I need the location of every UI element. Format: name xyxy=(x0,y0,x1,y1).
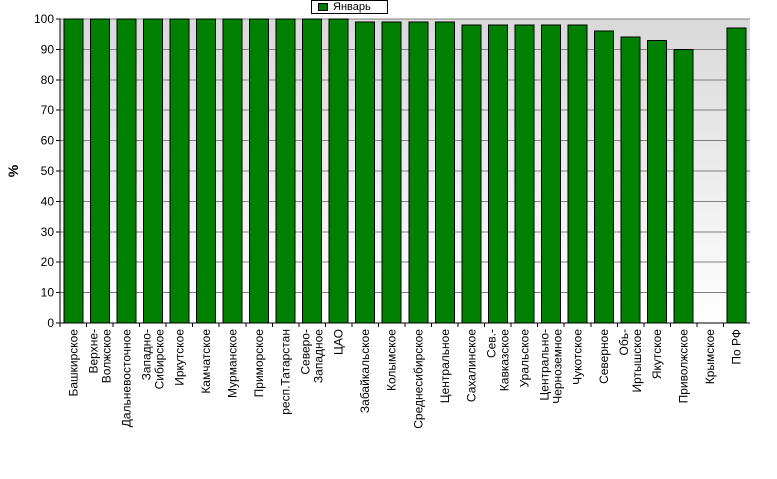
y-tick-label: 30 xyxy=(41,225,55,239)
x-tick-label: Черноземное xyxy=(550,329,564,404)
x-tick-label: Крымское xyxy=(703,329,717,385)
x-tick-label: Северо- xyxy=(299,329,313,375)
bar xyxy=(461,24,482,324)
bar xyxy=(275,18,296,324)
legend-swatch xyxy=(318,3,328,11)
x-tick-label: ЦАО xyxy=(332,329,346,355)
legend-label: Январь xyxy=(333,1,371,13)
x-tick-label: Забайкальское xyxy=(358,329,372,413)
x-tick-label: Сев.- xyxy=(484,329,498,358)
x-tick-label: Северное xyxy=(597,329,611,384)
x-tick-label: Сибирское xyxy=(152,329,166,390)
x-tick-label: респ.Татарстан xyxy=(279,329,293,415)
x-tick-label: Приволжское xyxy=(677,329,691,404)
bar xyxy=(567,24,588,324)
y-tick-label: 10 xyxy=(41,286,55,300)
x-tick-label: Якутское xyxy=(650,329,664,379)
bar xyxy=(142,18,163,324)
bar xyxy=(116,18,137,324)
axes xyxy=(56,18,750,327)
y-tick-label: 100 xyxy=(34,12,54,26)
x-tick-label: Волжское xyxy=(99,329,113,384)
bar xyxy=(647,39,668,324)
bar xyxy=(408,21,429,324)
bar xyxy=(63,18,84,324)
x-tick-label: Кавказское xyxy=(497,329,511,392)
x-tick-label: Уральское xyxy=(517,329,531,388)
x-tick-label: Дальневосточное xyxy=(119,329,133,428)
bar xyxy=(673,48,694,324)
bar xyxy=(222,18,243,324)
y-tick-label: 60 xyxy=(41,134,55,148)
bar xyxy=(249,18,270,324)
bar xyxy=(726,27,747,324)
bar xyxy=(381,21,402,324)
bar xyxy=(620,36,641,324)
x-tick-label: Камчатское xyxy=(199,329,213,394)
x-tick-label: Среднесибирское xyxy=(411,329,425,429)
x-tick-label: Обь- xyxy=(617,329,631,355)
x-tick-label: Иртышское xyxy=(630,329,644,393)
bars xyxy=(63,18,747,324)
bar xyxy=(302,18,323,324)
bar xyxy=(195,18,216,324)
bar xyxy=(487,24,508,324)
y-tick-label: 50 xyxy=(41,164,55,178)
x-tick-label: Чукотское xyxy=(571,329,585,385)
y-tick-label: 0 xyxy=(47,316,54,330)
y-tick-label: 70 xyxy=(41,103,55,117)
bar xyxy=(514,24,535,324)
bar xyxy=(89,18,110,324)
x-tick-label: Колымское xyxy=(385,329,399,391)
x-tick-label: Верхне- xyxy=(86,329,100,374)
x-tick-label: Башкирское xyxy=(66,329,80,397)
y-axis-label: % xyxy=(5,164,21,177)
y-tick-label: 80 xyxy=(41,73,55,87)
legend: Январь xyxy=(311,0,388,14)
x-tick-label: Сахалинское xyxy=(464,329,478,402)
x-tick-label: По РФ xyxy=(730,329,744,365)
bar xyxy=(169,18,190,324)
y-tick-label: 90 xyxy=(41,42,55,56)
bar xyxy=(594,30,615,324)
y-tick-labels: 0 10 20 30 40 50 60 70 80 90 100 xyxy=(34,12,54,330)
y-tick-label: 20 xyxy=(41,255,55,269)
x-tick-label: Приморское xyxy=(252,329,266,398)
x-tick-label: Центральное xyxy=(438,329,452,404)
x-tick-label: Иркутское xyxy=(172,329,186,386)
bar xyxy=(328,18,349,324)
x-tick-label: Центрально- xyxy=(537,329,551,401)
bar xyxy=(540,24,561,324)
bar xyxy=(355,21,376,324)
x-tick-label: Западно- xyxy=(139,329,153,380)
y-tick-label: 40 xyxy=(41,194,55,208)
x-tick-labels: Башкирское Верхне- Волжское Дальневосточное… xyxy=(66,329,743,429)
bar xyxy=(434,21,455,324)
x-tick-label: Мурманское xyxy=(226,329,240,398)
x-tick-label: Западное xyxy=(312,329,326,383)
